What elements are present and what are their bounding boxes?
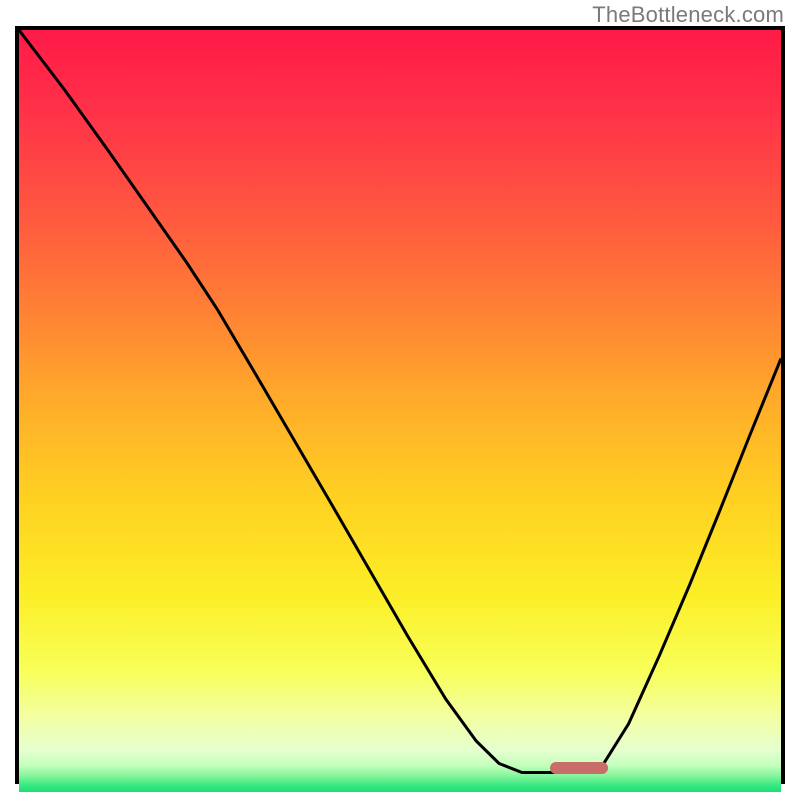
watermark-text: TheBottleneck.com (592, 2, 784, 28)
optimal-indicator (550, 762, 607, 773)
bottleneck-curve (19, 30, 781, 780)
bottleneck-chart (15, 26, 785, 784)
